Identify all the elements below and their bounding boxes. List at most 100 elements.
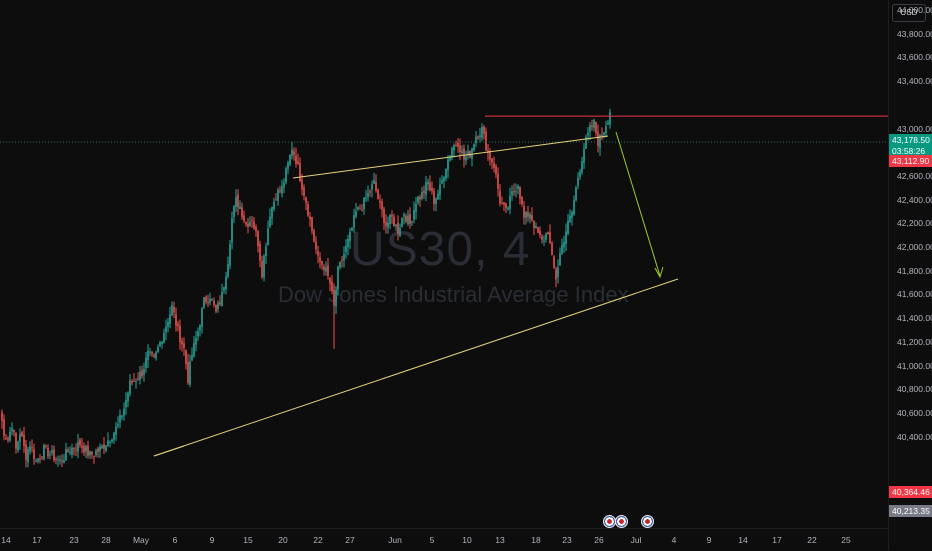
candle-body [255,226,257,232]
candle-body [439,184,441,196]
candle-body [11,427,13,432]
candle-body [53,449,55,461]
price-axis[interactable]: 44,000.00 43,800.00 43,600.00 43,400.00 43,0… [888,0,932,550]
candle-body [329,277,331,284]
candle-body [229,244,231,266]
candle-body [145,357,147,368]
candle-body [363,197,365,210]
candle-body [299,162,301,182]
candle-body [459,145,461,152]
candle-body [91,451,93,455]
candle-body [523,206,525,218]
candle-body [49,454,51,456]
candle-body [595,121,597,134]
candle-body [521,197,523,205]
candle-body [97,448,99,452]
candle-body [503,202,505,205]
candle-body [593,119,595,128]
candle-body [577,178,579,186]
candle-body [281,186,283,194]
candle-body [315,241,317,250]
candle-body [331,281,333,292]
candle-body [109,441,111,443]
candle-body [137,378,139,380]
candle-body [403,214,405,217]
candle-body [567,220,569,234]
candle-body [243,215,245,221]
candle-body [205,296,207,302]
candle-body [589,124,591,132]
candlestick-chart[interactable] [0,0,888,528]
time-tick-label: 13 [495,535,505,545]
candle-body [359,208,361,210]
candle-body [265,246,267,256]
candle-body [141,370,143,377]
candle-body [9,431,11,441]
time-axis[interactable]: 14 17 23 28 May 6 9 15 20 22 27 Jun 5 10 13 18 23 26 Jul 4 9… [0,528,888,551]
candle-body [43,444,45,460]
candle-body [419,196,421,200]
candle-body [295,155,297,164]
candle-body [77,441,79,452]
candle-body [431,187,433,192]
candle-body [41,456,43,458]
time-tick-label: 22 [807,535,817,545]
candle-body [413,209,415,220]
price-tick-label: 42,000.00 [897,242,932,252]
candle-body [257,230,259,246]
candle-body [553,256,555,268]
time-tick-label: 15 [243,535,253,545]
currency-button[interactable]: USD [892,4,926,22]
us-flag-event-icon[interactable] [615,515,628,528]
candle-body [151,352,153,355]
candle-body [423,190,425,193]
candle-body [409,214,411,225]
price-label: 43,178.50 [889,134,932,146]
candle-body [309,216,311,220]
candle-body [317,251,319,256]
candle-body [153,355,155,357]
candle-body [21,432,23,437]
price-label: 40,364.46 [889,486,932,498]
candle-body [349,231,351,242]
candle-body [13,429,15,433]
candle-body [143,368,145,375]
candle-body [457,143,459,147]
candle-body [549,232,551,243]
candle-body [39,458,41,460]
price-label: 03:58:26 [889,145,932,157]
candle-body [149,351,151,353]
time-tick-label: 6 [172,535,178,545]
candle-body [407,215,409,224]
candle-body [131,381,133,383]
candle-body [183,343,185,348]
time-tick-label: 17 [32,535,42,545]
candle-body [249,221,251,226]
candle-body [561,245,563,254]
price-tick-label: 41,800.00 [897,265,932,276]
candle-body [447,159,449,171]
candle-body [325,267,327,272]
candle-body [199,325,201,331]
chart-canvas[interactable]: US30, 4 Dow Jones Industrial Average Ind… [0,0,888,528]
candle-body [435,198,437,205]
candle-body [157,347,159,353]
candle-body [437,193,439,200]
candle-body [239,206,241,209]
candle-body [101,445,103,449]
candle-body [35,460,37,462]
candle-body [307,204,309,216]
candle-body [421,192,423,199]
candle-body [119,414,121,423]
candle-body [195,337,197,345]
candle-body [517,185,519,189]
candle-body [547,232,549,235]
time-tick-label: Jun [388,535,402,545]
candle-body [575,187,577,201]
candle-body [289,154,291,165]
candle-body [105,445,107,451]
candle-body [451,148,453,158]
candle-body [311,217,313,231]
us-flag-event-icon[interactable] [641,515,654,528]
time-tick-label: 9 [706,535,712,545]
